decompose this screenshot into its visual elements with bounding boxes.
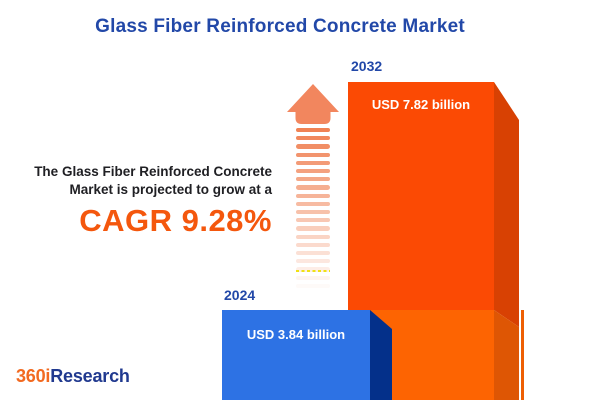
arrow-stripe (296, 128, 330, 133)
arrow-stripe (296, 160, 330, 165)
arrow-stripe (296, 136, 330, 141)
arrow-stripe (296, 275, 330, 280)
arrow-stripe (296, 201, 330, 206)
arrow-stripe (296, 283, 330, 288)
arrow-stripe (296, 152, 330, 157)
growth-annotation: The Glass Fiber Reinforced Concrete Mark… (12, 163, 272, 238)
bar-2032-side-face (494, 82, 519, 400)
cagr-value: CAGR 9.28% (79, 203, 272, 238)
logo-part-research: Research (50, 366, 130, 386)
arrow-stripe (296, 193, 330, 198)
arrow-stripe (296, 144, 330, 149)
arrow-stripe (296, 210, 330, 215)
arrow-stripe (296, 242, 330, 247)
value-label-2032: USD 7.82 billion (371, 97, 471, 112)
page-title: Glass Fiber Reinforced Concrete Market (95, 16, 465, 37)
arrow-stripe (296, 218, 330, 223)
arrow-stripe (296, 251, 330, 256)
arrow-stripe (296, 259, 330, 264)
label-year-2032: 2032 (351, 58, 383, 74)
arrow-up-icon (287, 84, 339, 124)
arrow-stripe (296, 185, 330, 190)
logo-360iresearch: 360iResearch (16, 366, 130, 387)
bar-2024-side-face (370, 310, 392, 400)
arrow-stripe (296, 234, 330, 239)
arrow-stripe (296, 177, 330, 182)
bar-2032-edge-line (521, 310, 524, 400)
arrow-stripes (296, 128, 330, 294)
label-year-2024: 2024 (224, 287, 256, 303)
logo-part-360i: 360i (16, 366, 51, 386)
annotation-line-2: Market is projected to grow at a (69, 182, 272, 197)
yellow-dashed-highlight (296, 270, 330, 272)
annotation-line-1: The Glass Fiber Reinforced Concrete (34, 164, 272, 179)
growth-arrow (287, 84, 339, 294)
arrow-stripe (296, 226, 330, 231)
bar-2024 (222, 310, 370, 400)
arrow-stripe (296, 169, 330, 174)
arrow-stripe (296, 267, 330, 272)
value-label-2024: USD 3.84 billion (246, 327, 346, 342)
